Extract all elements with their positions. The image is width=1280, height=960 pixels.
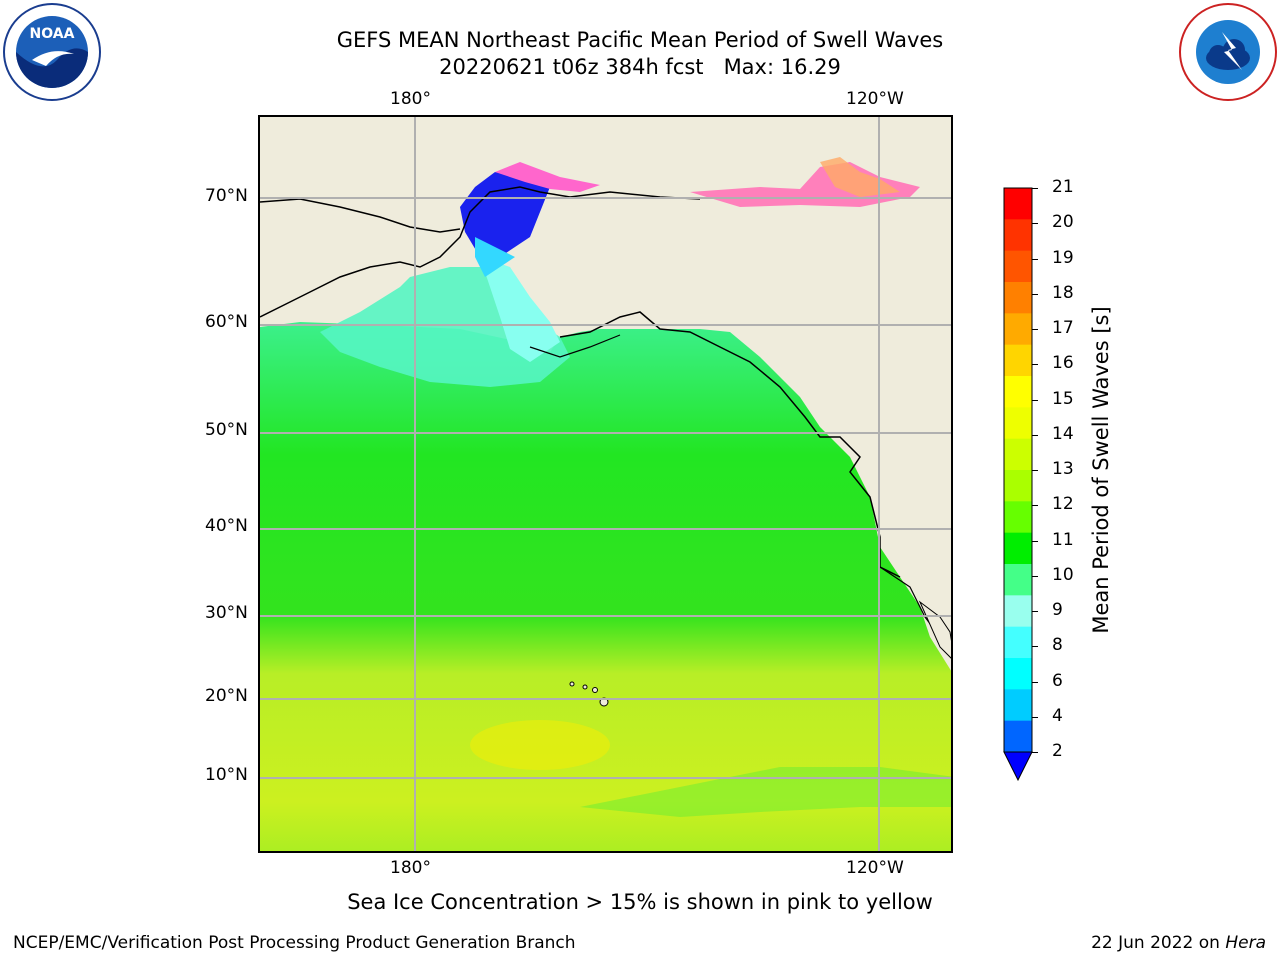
credit-host: Hera [1225,933,1266,953]
colorbar-swatch [1004,219,1032,252]
colorbar-tick-label: 20 [1052,212,1074,233]
credit-right: 22 Jun 2022 on Hera [1091,933,1266,953]
colorbar-tick-mark [1032,434,1038,436]
colorbar-swatch [1004,376,1032,408]
colorbar-tick-label: 4 [1052,705,1063,726]
lon-label-top-120w: 120°W [846,89,904,109]
colorbar-tick-label: 9 [1052,600,1063,620]
arctic-coastline [260,186,701,318]
lat-label-30n: 30°N [205,603,248,623]
colorbar-swatch [1004,626,1032,659]
colorbar-swatch [1004,470,1032,502]
colorbar-tick-label: 10 [1052,564,1074,585]
colorbar-tick-mark [1032,258,1038,260]
colorbar-swatch [1004,689,1032,722]
colorbar-tick-mark [1032,646,1038,648]
colorbar-swatch [1004,438,1032,471]
bering-strait-cyan [475,237,515,277]
colorbar-label-box: Mean Period of Swell Waves [s] [1086,190,1116,750]
colorbar-tick-mark [1032,470,1038,471]
aleutian-coastline [529,334,621,358]
colorbar-swatch [1004,344,1032,377]
colorbar-tick-label: 21 [1052,177,1074,197]
colorbar-tick-label: 18 [1052,282,1074,303]
lat-label-10n: 10°N [205,765,248,785]
colorbar-tick-label: 19 [1052,247,1074,268]
lon-label-bottom-180: 180° [390,858,431,878]
colorbar-tick-label: 11 [1052,529,1074,550]
colorbar-swatch [1004,250,1032,283]
colorbar-tick-mark [1032,716,1038,718]
colorbar-tick-label: 14 [1052,423,1074,444]
title-line-2: 20220621 t06z 384h fcst Max: 16.29 [439,55,841,79]
colorbar-label: Mean Period of Swell Waves [s] [1089,306,1113,634]
colorbar-tick-mark [1032,399,1038,401]
colorbar-tick-label: 16 [1052,353,1074,374]
colorbar-tick-mark [1032,364,1038,366]
colorbar-tick-mark [1032,752,1038,753]
colorbar-swatch [1004,188,1032,220]
lat-label-20n: 20°N [205,686,248,706]
lat-label-70n: 70°N [205,186,248,206]
colorbar-swatch [1004,313,1032,346]
map-canvas [260,117,951,851]
colorbar-swatch [1004,595,1032,628]
colorbar-tick-mark [1032,540,1038,542]
colorbar-tick-mark [1032,505,1038,507]
colorbar-tick-mark [1032,575,1038,577]
colorbar-tick-label: 12 [1052,494,1074,515]
chukchi-blue-region [460,172,550,257]
lon-label-bottom-120w: 120°W [846,858,904,878]
colorbar-swatch [1004,501,1032,534]
colorbar-extend-triangle [1003,751,1033,782]
colorbar-tick-label: 2 [1052,741,1063,761]
credit-date: 22 Jun 2022 on [1091,933,1226,953]
north-america-coastline [559,311,901,578]
colorbar-tick-mark [1032,681,1038,683]
colorbar-swatch [1004,407,1032,440]
colorbar-swatch [1004,720,1032,753]
colorbar-tick-label: 6 [1052,670,1063,691]
map-panel [258,115,953,853]
ocean-field [260,322,951,851]
figure-title: GEFS MEAN Northeast Pacific Mean Period … [0,27,1280,81]
svg-text:NOAA: NOAA [30,26,75,42]
lat-label-60n: 60°N [205,312,248,332]
southern-green-band [580,767,951,817]
nws-logo [1178,2,1278,102]
sea-ice-pink [495,162,600,192]
colorbar-ticks: 21 20 19 18 17 16 15 14 13 12 11 10 9 8 6 4 2 [1032,0,1092,960]
bering-cyan-patch [480,257,560,362]
colorbar-tick-label: 13 [1052,459,1074,479]
colorbar-tick-label: 8 [1052,635,1063,656]
lon-label-top-180: 180° [390,89,431,109]
sea-ice-footnote: Sea Ice Concentration > 15% is shown in … [347,890,933,914]
graticule [260,117,951,851]
credit-left: NCEP/EMC/Verification Post Processing Pr… [13,933,576,953]
lat-label-40n: 40°N [205,516,248,536]
colorbar-swatch [1004,532,1032,565]
colorbar-swatch [1004,282,1032,314]
colorbar-tick-label: 15 [1052,388,1074,409]
colorbar-tick-mark [1032,223,1038,225]
colorbar [1000,186,1040,786]
colorbar-swatch [1004,658,1032,690]
colorbar-tick-mark [1032,611,1038,612]
colorbar-swatch [1004,564,1032,596]
colorbar-swatches [1003,187,1033,782]
colorbar-tick-mark [1032,188,1038,189]
warm-period-patch [470,720,610,770]
colorbar-tick-mark [1032,329,1038,330]
title-line-1: GEFS MEAN Northeast Pacific Mean Period … [336,28,944,52]
noaa-logo: NOAA [2,2,102,102]
colorbar-tick-mark [1032,293,1038,295]
lat-label-50n: 50°N [205,420,248,440]
colorbar-tick-label: 17 [1052,318,1074,338]
